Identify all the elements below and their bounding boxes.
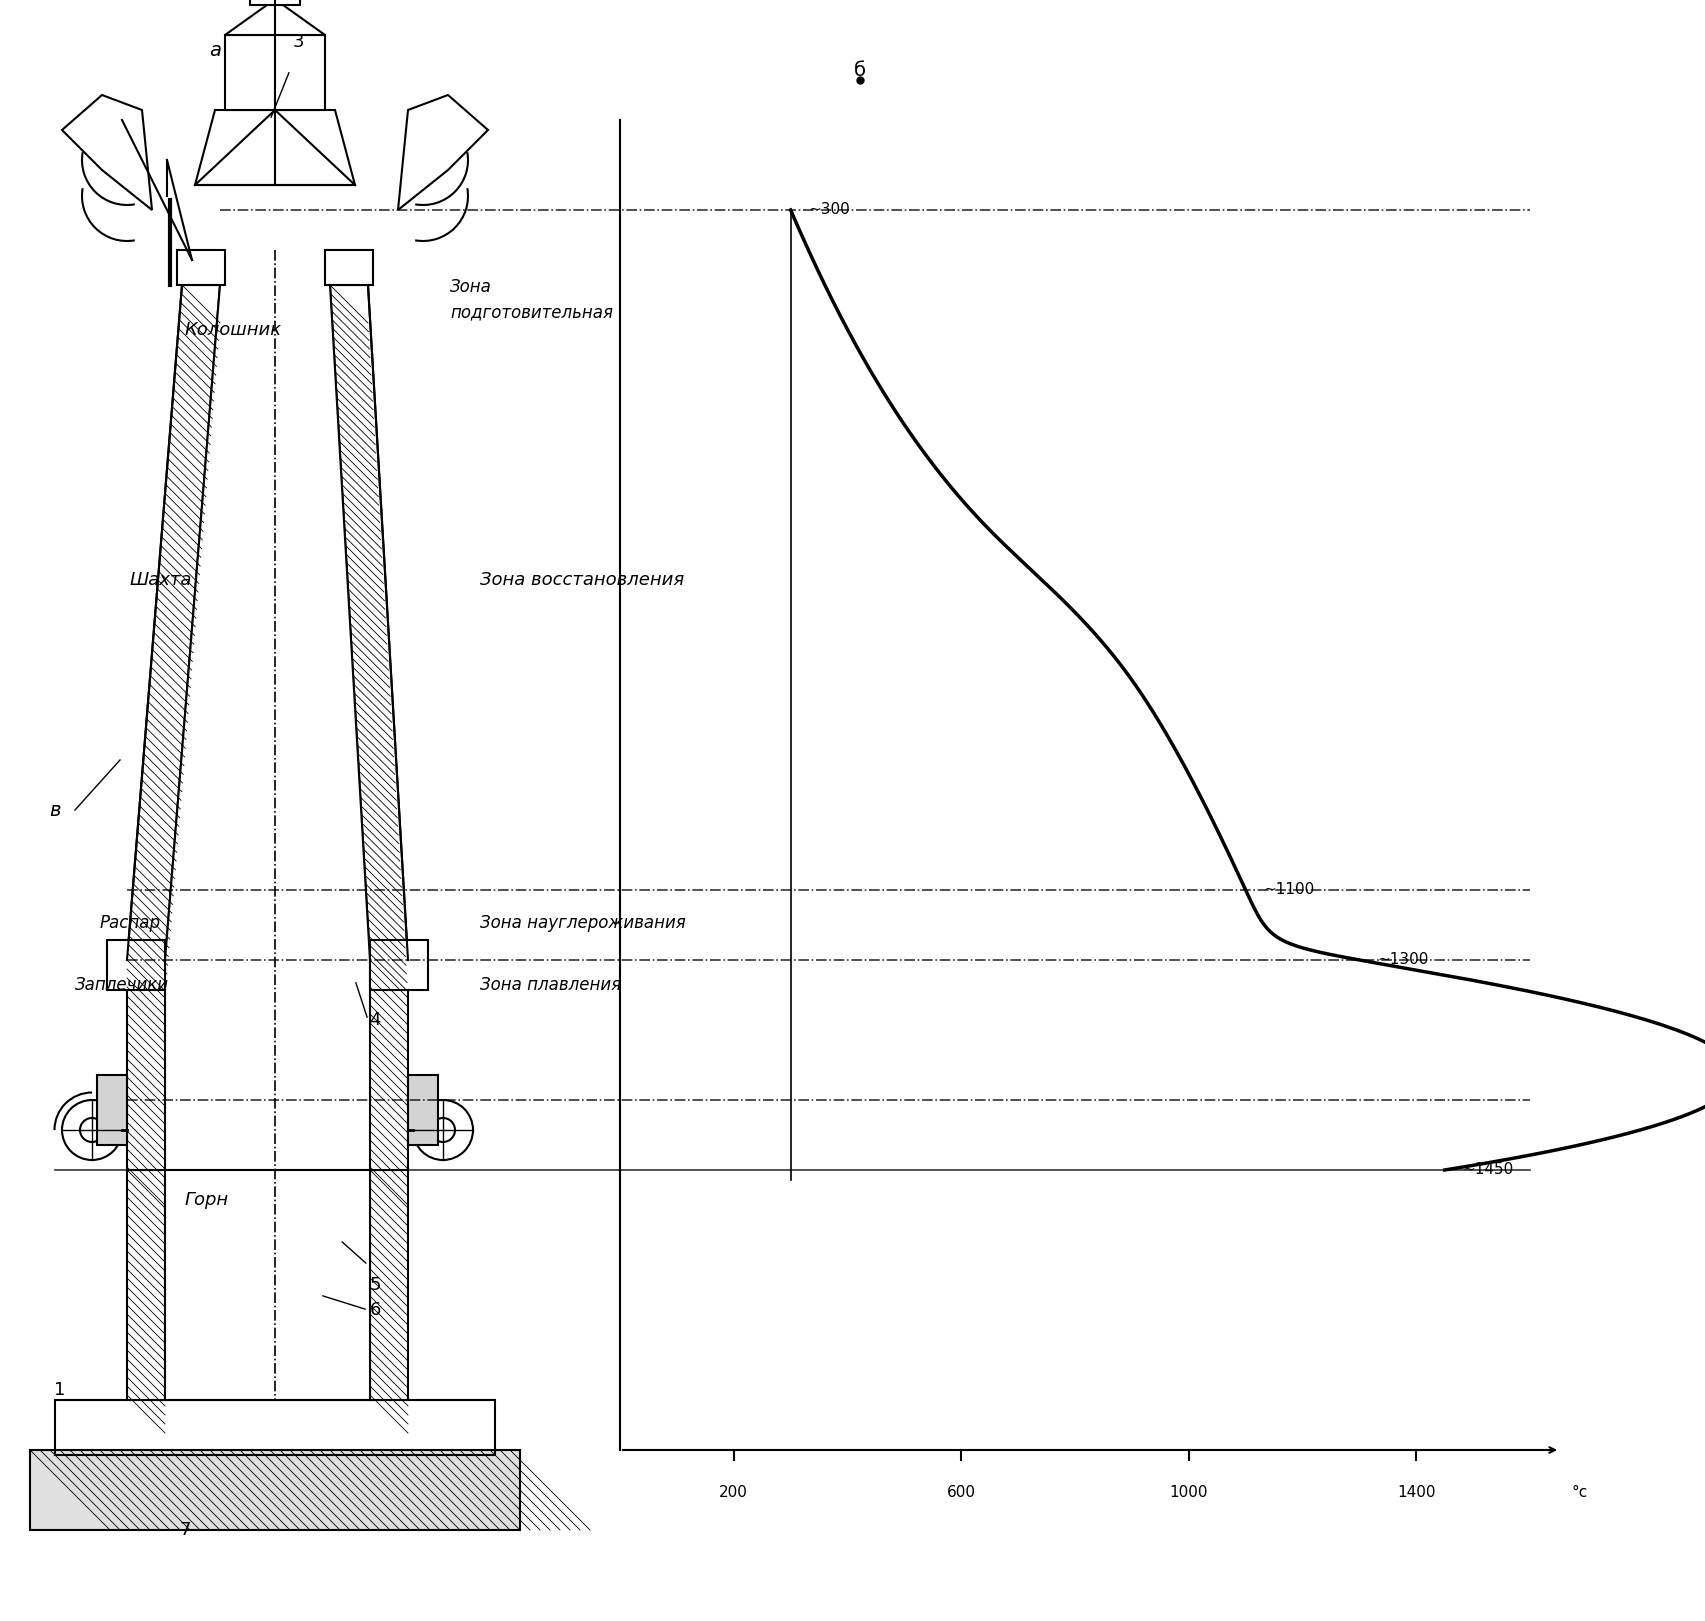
Text: 1000: 1000	[1170, 1485, 1207, 1499]
Text: ~1300: ~1300	[1376, 953, 1427, 968]
Polygon shape	[329, 285, 407, 960]
Text: 7: 7	[179, 1520, 191, 1538]
Bar	[326, 250, 373, 285]
Polygon shape	[126, 960, 165, 1170]
Text: Колошник: Колошник	[184, 321, 281, 339]
Text: Шахта: Шахта	[130, 571, 193, 588]
Text: Распар: Распар	[101, 914, 160, 932]
Bar	[370, 940, 428, 990]
Bar	[55, 1401, 494, 1456]
Bar	[165, 1170, 370, 1401]
Bar	[251, 0, 300, 5]
Polygon shape	[194, 110, 355, 185]
Text: ~1450: ~1450	[1461, 1162, 1512, 1177]
Bar	[126, 1170, 165, 1401]
Text: б: б	[854, 60, 866, 79]
Text: 1: 1	[55, 1381, 66, 1399]
Text: Зона науглероживания: Зона науглероживания	[479, 914, 685, 932]
Text: 6: 6	[368, 1302, 380, 1319]
Text: 3: 3	[292, 32, 303, 50]
Text: 4: 4	[368, 1012, 380, 1029]
Text: Зона
подготовительная: Зона подготовительная	[450, 279, 612, 321]
Bar	[107, 940, 165, 990]
Bar	[97, 1075, 126, 1144]
Bar	[31, 1451, 520, 1530]
Text: Заплечики: Заплечики	[75, 976, 169, 994]
Bar	[225, 36, 326, 110]
Polygon shape	[126, 285, 220, 960]
Text: 600: 600	[946, 1485, 975, 1499]
Polygon shape	[370, 960, 407, 1170]
Text: Зона восстановления: Зона восстановления	[479, 571, 684, 588]
Bar	[407, 1075, 438, 1144]
Polygon shape	[165, 285, 370, 960]
Text: а: а	[210, 41, 222, 60]
Text: °с: °с	[1570, 1485, 1587, 1499]
Polygon shape	[225, 5, 326, 36]
Text: 200: 200	[720, 1485, 748, 1499]
Text: 5: 5	[368, 1276, 380, 1294]
Text: Зона плавления: Зона плавления	[479, 976, 621, 994]
Bar	[370, 1170, 407, 1401]
Text: в: в	[49, 801, 61, 820]
Text: 1400: 1400	[1396, 1485, 1434, 1499]
Text: Горн: Горн	[184, 1191, 228, 1209]
Text: ~300: ~300	[808, 203, 849, 217]
Bar	[177, 250, 225, 285]
Text: ~1100: ~1100	[1263, 882, 1315, 898]
